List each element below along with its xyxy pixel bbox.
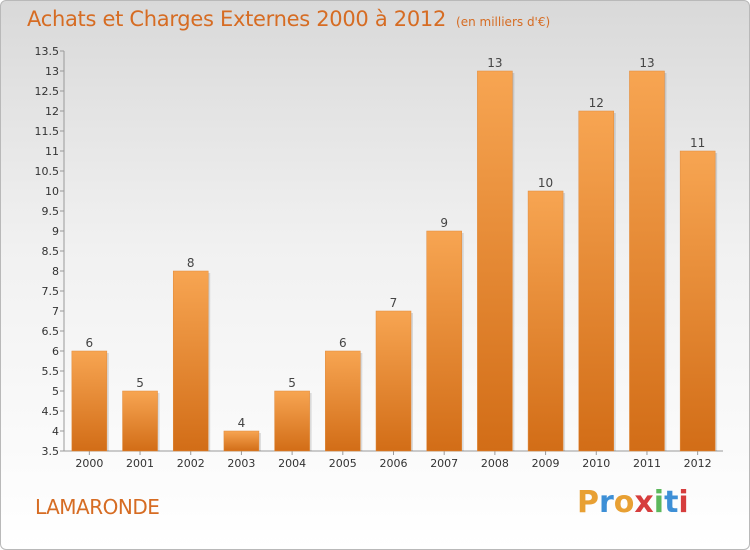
data-label: 6: [339, 336, 347, 350]
x-tick-label: 2001: [126, 457, 154, 470]
y-tick-label: 13.5: [35, 45, 60, 58]
logo-letter: o: [613, 485, 635, 520]
commune-name: LAMARONDE: [35, 495, 160, 519]
logo-letter: P: [577, 485, 599, 520]
y-tick-label: 4: [52, 425, 59, 438]
y-tick-label: 12.5: [35, 85, 60, 98]
chart-subtitle: (en milliers d'€): [456, 15, 551, 29]
x-tick-label: 2011: [633, 457, 661, 470]
logo-letter: x: [634, 485, 654, 520]
y-tick-label: 3.5: [42, 445, 60, 458]
y-tick-label: 7: [52, 305, 59, 318]
y-tick-label: 8.5: [42, 245, 60, 258]
data-label: 8: [187, 256, 195, 270]
bar-2009: [527, 190, 564, 452]
x-tick-label: 2008: [481, 457, 509, 470]
data-label: 13: [639, 56, 654, 70]
bar-2003: [223, 430, 260, 452]
bar-2002: [172, 270, 209, 452]
data-label: 4: [238, 416, 246, 430]
x-tick-label: 2010: [582, 457, 610, 470]
y-tick-label: 5.5: [42, 365, 60, 378]
x-tick-label: 2003: [227, 457, 255, 470]
logo-letter: t: [664, 485, 679, 520]
y-tick-label: 10: [45, 185, 59, 198]
y-tick-label: 8: [52, 265, 59, 278]
data-label: 10: [538, 176, 553, 190]
data-label: 7: [390, 296, 398, 310]
bar-2007: [426, 230, 462, 452]
x-tick-label: 2006: [380, 457, 408, 470]
y-tick-label: 9.5: [42, 205, 60, 218]
x-tick-label: 2002: [177, 457, 205, 470]
x-tick-label: 2000: [75, 457, 103, 470]
data-label: 9: [440, 216, 448, 230]
bar-2010: [578, 110, 615, 452]
data-label: 5: [136, 376, 144, 390]
chart-title: Achats et Charges Externes 2000 à 2012 (e…: [27, 7, 550, 31]
x-tick-label: 2007: [430, 457, 458, 470]
bar-2011: [629, 70, 665, 452]
y-tick-label: 6: [52, 345, 59, 358]
logo-letter: i: [653, 485, 665, 520]
bar-2005: [325, 350, 361, 452]
bar-2008: [477, 70, 513, 452]
x-tick-label: 2012: [684, 457, 712, 470]
bar-2006: [375, 310, 412, 452]
y-tick-label: 6.5: [42, 325, 60, 338]
y-tick-label: 11.5: [35, 125, 60, 138]
proxiti-logo: Proxiti: [577, 485, 689, 520]
y-tick-label: 9: [52, 225, 59, 238]
data-label: 6: [86, 336, 94, 350]
x-tick-label: 2009: [532, 457, 560, 470]
x-tick-label: 2005: [329, 457, 357, 470]
data-label: 12: [589, 96, 604, 110]
y-tick-label: 12: [45, 105, 59, 118]
y-tick-label: 10.5: [35, 165, 60, 178]
y-tick-label: 11: [45, 145, 59, 158]
title-text: Achats et Charges Externes 2000 à 2012: [27, 7, 447, 31]
bar-2012: [679, 150, 716, 452]
data-label: 5: [288, 376, 296, 390]
data-label: 13: [487, 56, 502, 70]
bar-2001: [122, 390, 158, 452]
logo-letter: i: [678, 485, 689, 520]
x-tick-label: 2004: [278, 457, 306, 470]
y-tick-label: 5: [52, 385, 59, 398]
y-tick-label: 4.5: [42, 405, 60, 418]
data-label: 11: [690, 136, 705, 150]
bar-2000: [71, 350, 108, 452]
y-tick-label: 13: [45, 65, 59, 78]
logo-letter: r: [599, 485, 614, 520]
y-tick-label: 7.5: [42, 285, 60, 298]
bar-2004: [274, 390, 310, 452]
